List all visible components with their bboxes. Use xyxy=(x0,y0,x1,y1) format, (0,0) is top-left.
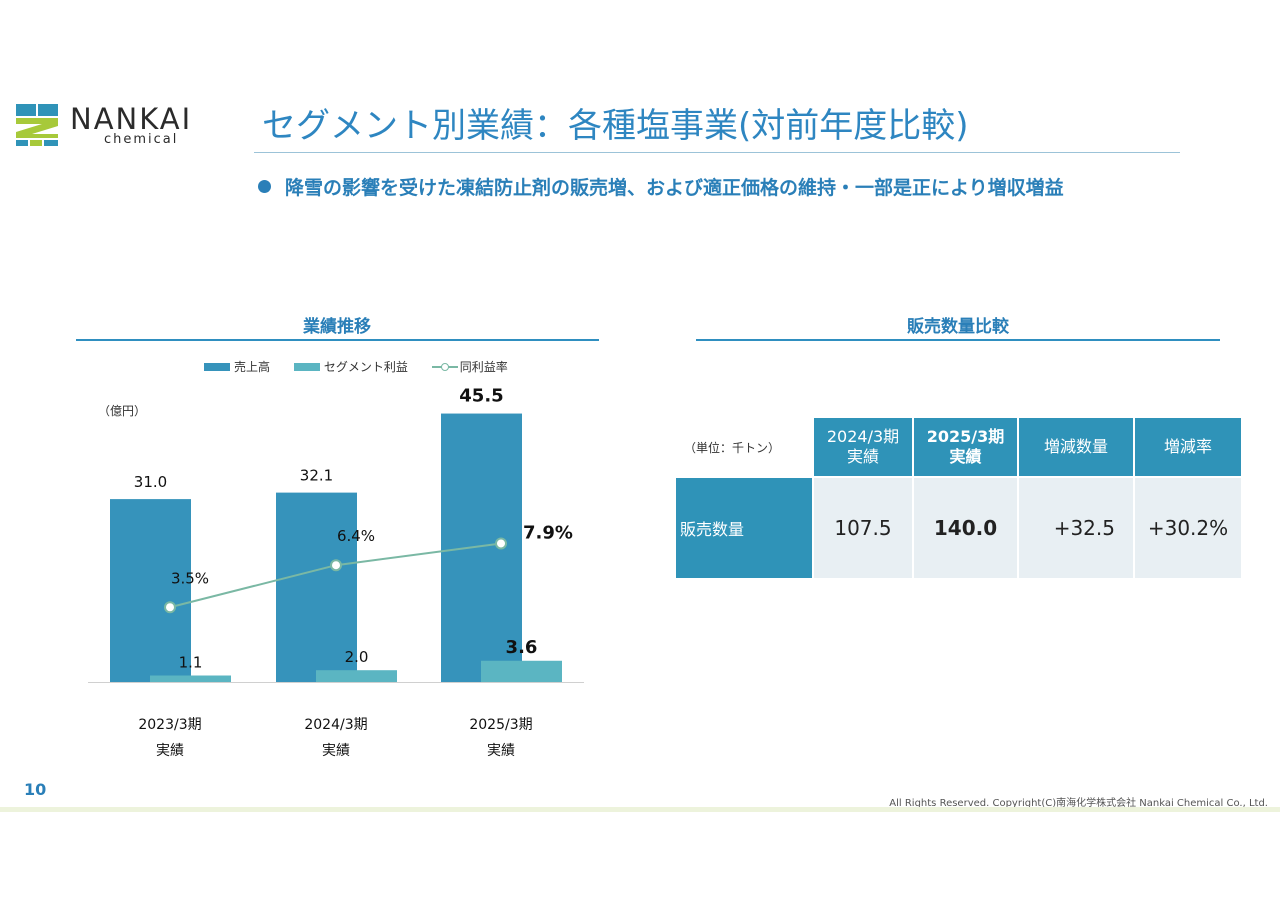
profit-bar xyxy=(150,675,231,682)
header-prev-line2: 実績 xyxy=(846,447,879,466)
sales-data-label: 32.1 xyxy=(300,467,333,485)
table-header-prev: 2024/3期 実績 xyxy=(814,418,912,476)
table-header-rate: 増減率 xyxy=(1135,418,1241,476)
legend-item-profit: セグメント利益 xyxy=(293,359,408,374)
logo-mark-icon xyxy=(16,104,58,146)
cell-current-value: 140.0 xyxy=(914,478,1017,578)
header-current-line2: 実績 xyxy=(949,447,982,466)
chart-section-rule xyxy=(76,339,599,341)
table-unit-label: （単位：千トン） xyxy=(684,440,781,455)
legend-label-margin: 同利益率 xyxy=(459,360,508,374)
x-tick-label: 実績 xyxy=(156,743,184,759)
chart-section-heading: 業績推移 xyxy=(303,317,371,337)
company-logo: NANKAI chemical xyxy=(16,100,226,150)
title-divider xyxy=(254,152,1180,153)
footer-band xyxy=(0,807,1280,812)
x-tick-label: 実績 xyxy=(487,743,515,759)
margin-data-label: 3.5% xyxy=(171,569,209,587)
sales-data-label: 31.0 xyxy=(134,473,167,491)
bullet-dot-icon xyxy=(258,180,271,193)
table-section-rule xyxy=(696,339,1220,341)
margin-point xyxy=(330,559,342,572)
profit-data-label: 1.1 xyxy=(179,654,203,672)
legend-item-sales: 売上高 xyxy=(204,359,271,374)
legend-label-sales: 売上高 xyxy=(234,360,271,374)
profit-bar xyxy=(481,660,562,682)
chart-legend: 売上高 セグメント利益 同利益率 xyxy=(204,358,528,375)
sales-volume-table: （単位：千トン） 2024/3期 実績 2025/3期 実績 増減数量 増減率 販売… xyxy=(674,416,1243,580)
sales-bar xyxy=(110,499,191,682)
margin-data-label: 6.4% xyxy=(337,527,375,545)
page-title: セグメント別業績：各種塩事業(対前年度比較) xyxy=(262,106,969,146)
sales-bar xyxy=(441,413,522,682)
header-current-line1: 2025/3期 xyxy=(926,427,1005,446)
x-tick-label: 実績 xyxy=(322,743,350,759)
table-header-diff: 増減数量 xyxy=(1019,418,1133,476)
profit-data-label: 3.6 xyxy=(506,637,538,658)
chart-unit-label: （億円） xyxy=(98,404,147,418)
table-section-heading: 販売数量比較 xyxy=(907,317,1009,337)
legend-swatch-sales xyxy=(204,362,230,371)
profit-bar xyxy=(316,670,397,682)
summary-bullet: 降雪の影響を受けた凍結防止剤の販売増、および適正価格の維持・一部是正により増収増… xyxy=(258,173,1064,200)
sales-bar xyxy=(276,492,357,682)
table-row-label: 販売数量 xyxy=(676,478,812,578)
table-row: 販売数量 107.5 140.0 +32.5 +30.2% xyxy=(676,478,1241,578)
legend-label-profit: セグメント利益 xyxy=(323,360,408,374)
legend-swatch-margin xyxy=(431,362,458,372)
page-number: 10 xyxy=(24,780,47,799)
x-tick-label: 2025/3期 xyxy=(469,717,532,733)
cell-prev-value: 107.5 xyxy=(814,478,912,578)
margin-data-label: 7.9% xyxy=(523,522,573,543)
legend-swatch-profit xyxy=(293,362,320,371)
legend-item-margin: 同利益率 xyxy=(431,359,508,374)
cell-rate-value: +30.2% xyxy=(1135,478,1241,578)
table-header-current: 2025/3期 実績 xyxy=(914,418,1017,476)
sales-data-label: 45.5 xyxy=(459,386,503,407)
x-tick-label: 2023/3期 xyxy=(138,717,201,733)
cell-diff-value: +32.5 xyxy=(1019,478,1133,578)
profit-data-label: 2.0 xyxy=(345,648,369,666)
margin-point xyxy=(495,537,507,550)
header-prev-line1: 2024/3期 xyxy=(826,427,900,446)
copyright-text: All Rights Reserved. Copyright(C)南海化学株式会… xyxy=(889,798,1268,809)
table-header-row: （単位：千トン） 2024/3期 実績 2025/3期 実績 増減数量 増減率 xyxy=(676,418,1241,476)
summary-text: 降雪の影響を受けた凍結防止剤の販売増、および適正価格の維持・一部是正により増収増… xyxy=(285,177,1064,199)
logo-wordmark: NANKAI xyxy=(70,102,193,136)
logo-subtitle: chemical xyxy=(104,132,179,147)
margin-point xyxy=(164,601,176,614)
x-tick-label: 2024/3期 xyxy=(304,717,367,733)
